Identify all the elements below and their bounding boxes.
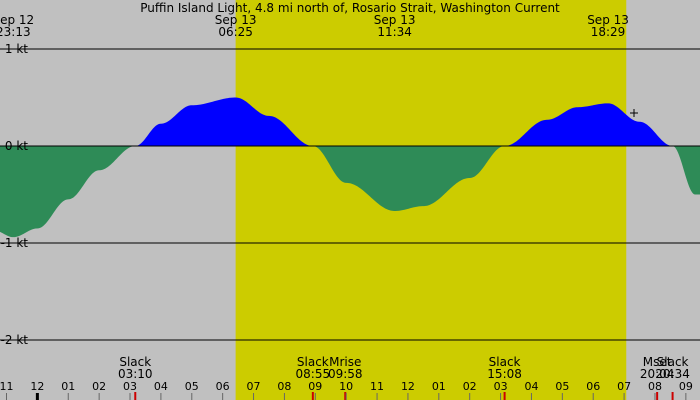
x-tick-label: 04 <box>524 380 538 393</box>
x-tick-label: 07 <box>617 380 631 393</box>
x-tick-label: 08 <box>277 380 291 393</box>
x-tick-label: 06 <box>216 380 230 393</box>
x-tick-labels: 11 12 01 02 03 04 05 06 07 08 09 10 11 12 01 02 03 04 05 06… <box>0 380 693 400</box>
x-tick-label: 05 <box>185 380 199 393</box>
x-tick-label: 10 <box>339 380 353 393</box>
peak-time-label: 23:13 <box>0 25 31 39</box>
peak-date-label: Sep 13 <box>587 13 629 27</box>
peak-time-label: 11:34 <box>377 25 412 39</box>
event-name-label: Slack <box>489 355 521 369</box>
x-tick-label: 08 <box>648 380 662 393</box>
event-time-label: 20:04 <box>640 367 675 381</box>
y-tick-label: 1 kt <box>5 42 28 56</box>
flood-area <box>0 97 700 146</box>
peak-date-label: Sep 13 <box>215 13 257 27</box>
x-tick-label: 07 <box>247 380 261 393</box>
y-tick-label: 0 kt <box>5 139 28 153</box>
y-tick-label: -2 kt <box>1 333 29 347</box>
event-time-label: 08:55 <box>296 367 331 381</box>
x-tick-label: 09 <box>308 380 322 393</box>
x-tick-label: 03 <box>123 380 137 393</box>
x-tick-label: 04 <box>154 380 168 393</box>
event-name-label: Mrise <box>329 355 361 369</box>
current-area-layer <box>0 97 700 238</box>
x-tick-label: 05 <box>555 380 569 393</box>
chart-title: Puffin Island Light, 4.8 mi north of, Ro… <box>140 1 560 15</box>
y-tick-label: -1 kt <box>1 236 29 250</box>
event-time-label: 15:08 <box>487 367 522 381</box>
peak-time-label: 18:29 <box>591 25 626 39</box>
x-tick-label: 02 <box>463 380 477 393</box>
x-tick-label: 02 <box>92 380 106 393</box>
event-time-label: 03:10 <box>118 367 153 381</box>
x-tick-label: 01 <box>61 380 75 393</box>
event-name-label: Mset <box>643 355 672 369</box>
event-name-label: Slack <box>297 355 329 369</box>
x-tick-label: 12 <box>30 380 44 393</box>
peak-date-label: Sep 12 <box>0 13 34 27</box>
peak-time-label: 06:25 <box>218 25 253 39</box>
event-name-label: Slack <box>657 355 689 369</box>
peak-date-label: Sep 13 <box>374 13 416 27</box>
ebb-area <box>0 146 700 238</box>
event-labels: Slack03:10Slack08:55Mrise09:58Slack15:08… <box>118 355 690 400</box>
x-tick-label: 06 <box>586 380 600 393</box>
x-tick-label: 12 <box>401 380 415 393</box>
y-tick-labels: 1 kt 0 kt -1 kt -2 kt <box>1 42 29 347</box>
x-tick-label: 11 <box>370 380 384 393</box>
event-time-label: 20:34 <box>655 367 690 381</box>
x-tick-label: 11 <box>0 380 14 393</box>
x-tick-label: 09 <box>679 380 693 393</box>
x-tick-label: 03 <box>494 380 508 393</box>
event-time-label: 09:58 <box>328 367 363 381</box>
event-name-label: Slack <box>119 355 151 369</box>
y-gridlines <box>0 48 700 341</box>
x-tick-label: 01 <box>432 380 446 393</box>
